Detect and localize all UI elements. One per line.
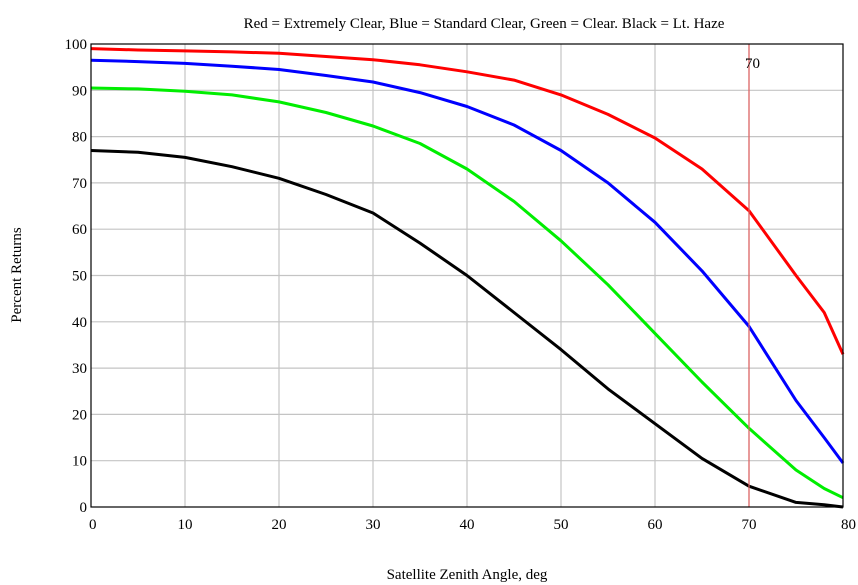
y-tick-labels: 0 10 20 30 40 50 60 70 80 90 100 bbox=[65, 37, 88, 516]
x-tick-label: 80 bbox=[841, 517, 856, 533]
series-lines bbox=[90, 47, 845, 509]
x-tick-label: 60 bbox=[648, 517, 663, 533]
y-tick-label: 0 bbox=[80, 500, 88, 516]
y-tick-label: 40 bbox=[72, 315, 87, 331]
plot-frame bbox=[90, 43, 844, 508]
y-tick-label: 60 bbox=[72, 222, 87, 238]
y-tick-label: 80 bbox=[72, 130, 87, 146]
series-line-1 bbox=[90, 47, 845, 355]
chart-title: Red = Extremely Clear, Blue = Standard C… bbox=[244, 16, 725, 32]
series-line-2 bbox=[90, 58, 845, 464]
marker-label: 70 bbox=[745, 56, 760, 72]
y-tick-label: 50 bbox=[72, 269, 87, 285]
y-tick-label: 70 bbox=[72, 176, 87, 192]
x-tick-label: 30 bbox=[366, 517, 381, 533]
y-tick-label: 20 bbox=[72, 407, 87, 423]
x-tick-label: 70 bbox=[742, 517, 757, 533]
x-tick-label: 50 bbox=[554, 517, 569, 533]
x-tick-labels: 0 10 20 30 40 50 60 70 80 bbox=[89, 517, 856, 533]
series-line-3 bbox=[90, 86, 844, 500]
y-tick-label: 90 bbox=[72, 83, 87, 99]
x-axis-label: Satellite Zenith Angle, deg bbox=[387, 567, 548, 583]
x-tick-label: 40 bbox=[460, 517, 475, 533]
y-tick-label: 30 bbox=[72, 361, 87, 377]
x-tick-label: 20 bbox=[272, 517, 287, 533]
x-tick-label: 0 bbox=[89, 517, 97, 533]
series-line-4 bbox=[90, 149, 844, 509]
marker-group: 70 bbox=[745, 44, 760, 507]
y-tick-label: 100 bbox=[65, 37, 88, 53]
y-axis-label: Percent Returns bbox=[9, 227, 25, 323]
y-tick-label: 10 bbox=[72, 454, 87, 470]
x-tick-label: 10 bbox=[178, 517, 193, 533]
